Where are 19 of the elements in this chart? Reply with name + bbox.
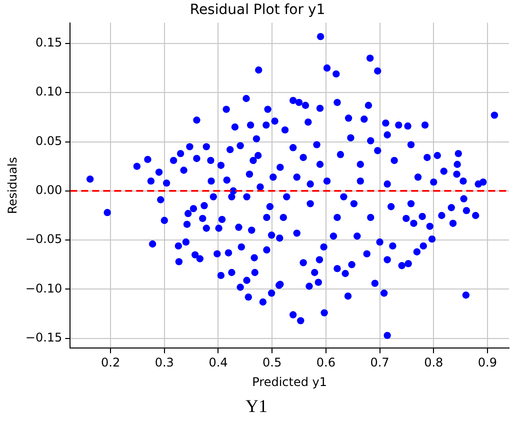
y-tick-label: −0.10	[25, 281, 62, 296]
x-tick-label: 0.2	[101, 356, 120, 370]
x-tick-label: 0.9	[478, 356, 498, 370]
x-tick-label: 0.8	[424, 356, 444, 370]
y-tick-label: 0.10	[35, 84, 62, 99]
x-axis-title: Predicted y1	[252, 374, 328, 389]
x-tick-label: 0.4	[208, 356, 228, 370]
y-tick-label: 0.05	[35, 134, 62, 148]
x-tick-label: 0.6	[316, 356, 336, 370]
chart-title: Residual Plot for y1	[190, 2, 326, 18]
y-axis-title: Residuals	[5, 157, 20, 214]
y-tick-label: −0.15	[25, 330, 62, 344]
text: Y1	[244, 396, 268, 417]
x-tick-label: 0.3	[154, 356, 174, 370]
y-tick-label: 0.00	[35, 183, 62, 198]
x-tick-label: 0.7	[370, 356, 390, 370]
y-tick-label: 0.15	[35, 36, 62, 50]
y-tick-label: −0.05	[25, 232, 62, 246]
x-tick-label: 0.5	[262, 356, 282, 370]
